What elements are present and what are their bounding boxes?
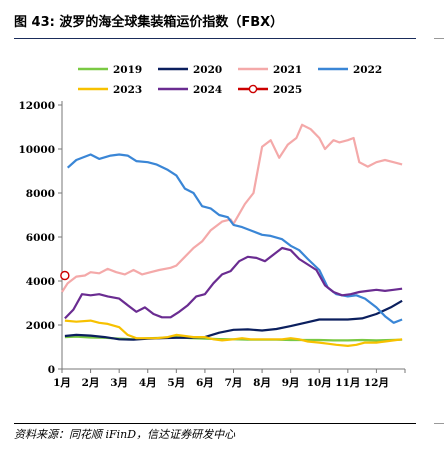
y-tick-label: 10000	[18, 144, 55, 156]
x-tick-label: 2月	[82, 377, 100, 389]
series-2021-line	[61, 123, 403, 293]
title-divider	[14, 38, 416, 39]
page-edge-mark	[434, 423, 444, 424]
figure-title: 图 43: 波罗的海全球集装箱运价指数（FBX）	[14, 12, 416, 34]
legend-2019-label: 2019	[113, 64, 142, 76]
figure-number: 图 43:	[14, 15, 55, 30]
x-tick-label: 12月	[364, 377, 389, 389]
x-tick-label: 3月	[110, 377, 128, 389]
fbx-line-chart: 0 2000 4000 6000 8000 10000 12000 1月 2月 3月 4月 5月 6月 7…	[18, 64, 406, 389]
legend-2025-marker	[248, 84, 258, 94]
x-tick-label: 7月	[225, 377, 243, 389]
legend-2024-label: 2024	[193, 84, 222, 96]
x-tick-label: 9月	[282, 377, 300, 389]
source-note: 资料来源：同花顺 iFinD，信达证券研发中心	[14, 428, 236, 441]
legend-2022-label: 2022	[353, 64, 382, 76]
x-tick-label: 1月	[53, 377, 71, 389]
legend-2021-label: 2021	[273, 64, 302, 76]
x-tick-label: 8月	[253, 377, 271, 389]
series-2022-line	[66, 153, 403, 324]
legend-2025-label: 2025	[273, 84, 302, 96]
x-tick-label: 11月	[335, 377, 360, 389]
y-tick-label: 0	[48, 364, 55, 376]
x-tick-label: 4月	[139, 377, 157, 389]
y-tick-label: 2000	[26, 320, 55, 332]
y-tick-label: 8000	[26, 188, 55, 200]
legend-2023-label: 2023	[113, 84, 142, 96]
page-edge-mark	[434, 38, 444, 39]
series-2020-line	[64, 299, 403, 341]
figure-title-text: 波罗的海全球集装箱运价指数（FBX）	[59, 15, 284, 30]
series-2023-line	[64, 319, 403, 347]
y-tick-label: 4000	[26, 276, 55, 288]
series-2024-line	[64, 246, 403, 320]
series-2025-point	[60, 270, 70, 281]
x-tick-label: 10月	[307, 377, 332, 389]
x-tick-label: 6月	[196, 377, 214, 389]
y-tick-label: 6000	[26, 232, 55, 244]
footer-divider	[14, 423, 416, 424]
x-tick-label: 5月	[167, 377, 185, 389]
legend-2020-label: 2020	[193, 64, 222, 76]
y-tick-label: 12000	[18, 100, 55, 112]
